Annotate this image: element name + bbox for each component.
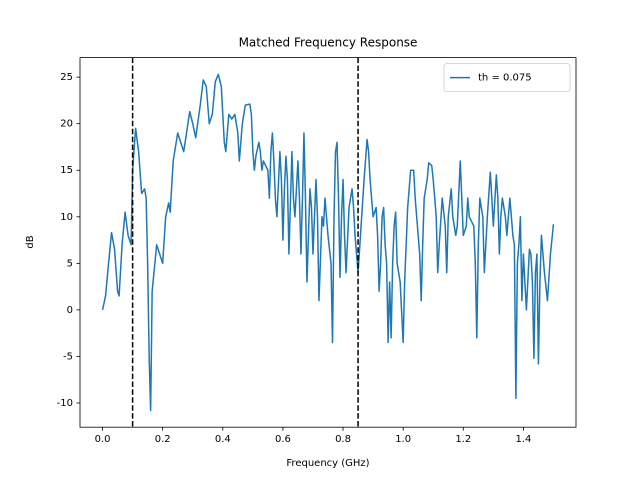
y-tick-label: 10 xyxy=(60,212,73,223)
x-tick-label: 0.6 xyxy=(275,434,291,445)
y-tick-label: 25 xyxy=(60,72,73,83)
x-tick-label: 1.2 xyxy=(455,434,471,445)
x-tick-label: 1.0 xyxy=(395,434,411,445)
plot-frame xyxy=(79,57,577,428)
y-tick-label: -10 xyxy=(57,398,73,409)
y-tick-label: 20 xyxy=(60,119,73,130)
x-axis-label: Frequency (GHz) xyxy=(286,458,369,469)
x-tick-label: 0.8 xyxy=(335,434,351,445)
data-line xyxy=(101,73,555,412)
y-tick-label: 5 xyxy=(67,258,73,269)
x-tick-label: 1.4 xyxy=(515,434,531,445)
legend-box xyxy=(443,63,571,92)
chart-title: Matched Frequency Response xyxy=(239,36,418,50)
y-axis-label: dB xyxy=(25,235,36,248)
y-tick-label: 0 xyxy=(67,305,73,316)
y-tick-label: -5 xyxy=(63,351,73,362)
x-tick-label: 0.0 xyxy=(95,434,111,445)
legend-label: th = 0.075 xyxy=(478,73,532,84)
x-tick-label: 0.4 xyxy=(215,434,231,445)
x-tick-label: 0.2 xyxy=(155,434,171,445)
y-tick-label: 15 xyxy=(60,165,73,176)
